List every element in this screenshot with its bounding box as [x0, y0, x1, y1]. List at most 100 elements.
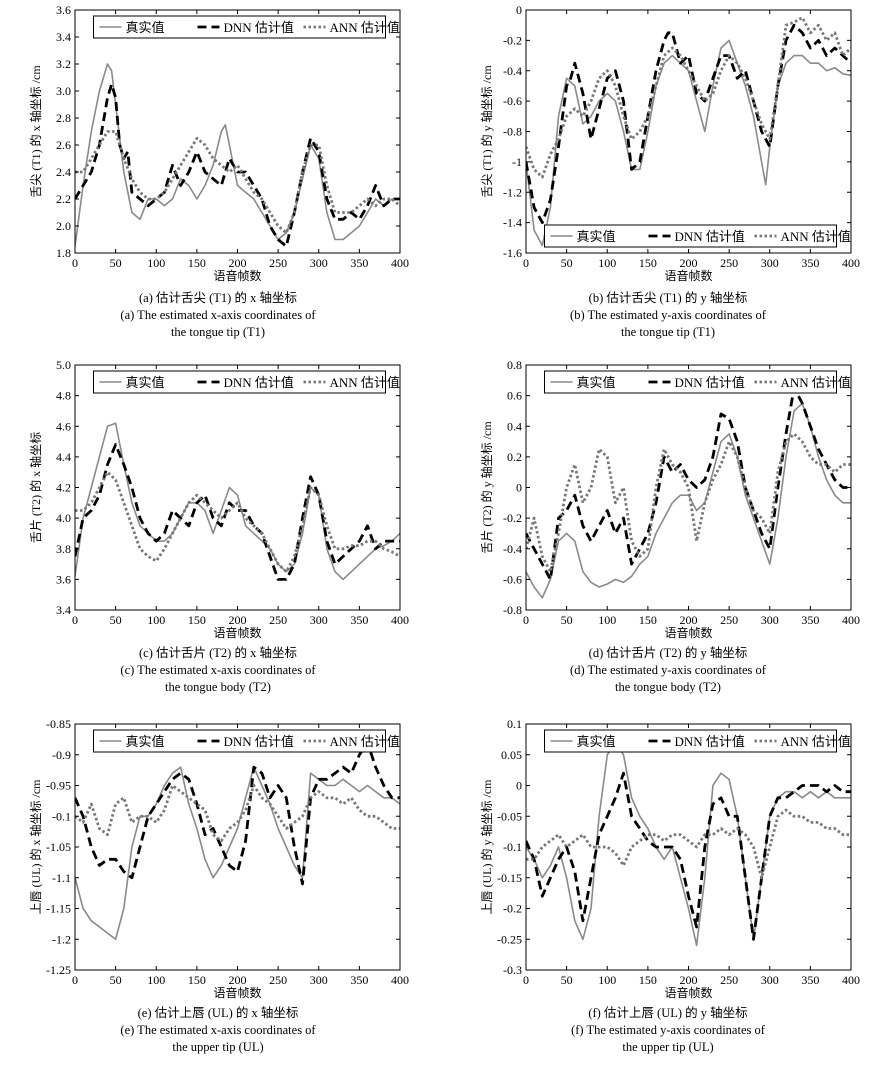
x-tick-label: 0 [72, 973, 78, 987]
y-tick-label: 4.0 [56, 511, 71, 525]
x-tick-label: 0 [523, 973, 529, 987]
series-line-true [75, 766, 400, 941]
chart-panel-a: 0 50 100 150 200 250 300 350 400 1.8 2.0 2.2 2.4 2.6 2… [28, 3, 409, 339]
x-tick-label: 150 [639, 973, 657, 987]
y-tick-label: -0.2 [503, 511, 522, 525]
legend-box [544, 729, 837, 753]
legend-label: 真实值 [126, 20, 165, 35]
legend-box [544, 224, 837, 248]
x-tick-label: 100 [147, 973, 165, 987]
y-axis-label: 舌尖 (T1) 的 y 轴坐标 /cm [479, 65, 494, 198]
y-axis-label: 上唇 (UL) 的 x 轴坐标 /cm [28, 779, 43, 915]
x-tick-label: 50 [110, 973, 122, 987]
series-line-ann [526, 16, 851, 179]
chart-panel-c: 0 50 100 150 200 250 300 350 400 3.4 3.6 3.8 4.0 4.2 4… [28, 358, 409, 694]
y-tick-label: -1.15 [46, 902, 71, 916]
x-tick-label: 150 [188, 256, 206, 270]
x-tick-label: 50 [561, 973, 573, 987]
legend-label: 真实值 [126, 375, 165, 390]
x-tick-label: 150 [188, 613, 206, 627]
y-tick-label: 0.05 [501, 748, 522, 762]
legend-label: DNN 估计值 [224, 20, 294, 35]
series-group [75, 422, 400, 581]
plot-frame [74, 723, 401, 971]
y-tick-label: 4.6 [56, 419, 71, 433]
series-line-ann [75, 130, 400, 235]
legend-label: 真实值 [577, 229, 616, 244]
series-group [526, 741, 851, 947]
x-tick-label: 350 [801, 613, 819, 627]
y-tick-label: 3.6 [56, 572, 71, 586]
y-tick-label: 3.4 [56, 30, 71, 44]
legend-box [93, 729, 386, 753]
y-tick-label: -0.3 [503, 963, 522, 977]
legend-label: DNN 估计值 [224, 734, 294, 749]
legend-label: ANN 估计值 [781, 229, 851, 244]
x-tick-label: 100 [598, 256, 616, 270]
caption-line: the upper tip (UL) [172, 1040, 263, 1054]
series-line-dnn [75, 443, 400, 581]
y-tick-label: -1.2 [503, 185, 522, 199]
y-tick-label: 0.6 [507, 389, 522, 403]
caption-line: (c) 估计舌片 (T2) 的 x 轴坐标 [139, 645, 297, 660]
plot-frame [525, 723, 852, 971]
series-group [75, 741, 400, 941]
x-tick-label: 100 [598, 613, 616, 627]
caption-line: (a) The estimated x-axis coordinates of [120, 308, 316, 322]
series-group [75, 63, 400, 248]
series-line-true [526, 741, 851, 947]
y-tick-label: 0 [516, 3, 522, 17]
x-tick-label: 50 [561, 613, 573, 627]
x-tick-label: 50 [110, 256, 122, 270]
caption-line: (d) The estimated y-axis coordinates of [570, 663, 767, 677]
plot-frame [525, 9, 852, 254]
x-tick-label: 400 [842, 973, 860, 987]
legend-label: ANN 估计值 [330, 375, 400, 390]
x-tick-label: 300 [761, 256, 779, 270]
caption-line: (b) 估计舌尖 (T1) 的 y 轴坐标 [589, 290, 748, 305]
x-axis-label: 语音帧数 [213, 268, 261, 283]
x-tick-label: 0 [523, 613, 529, 627]
y-tick-label: -0.2 [503, 902, 522, 916]
y-tick-label: -0.6 [503, 94, 522, 108]
x-tick-label: 200 [680, 256, 698, 270]
y-tick-label: -1.1 [52, 871, 71, 885]
legend: 真实值 DNN 估计值 ANN 估计值 [544, 370, 851, 394]
x-tick-label: 150 [639, 613, 657, 627]
legend-label: ANN 估计值 [330, 734, 400, 749]
legend: 真实值 DNN 估计值 ANN 估计值 [93, 15, 400, 39]
y-tick-label: -0.8 [503, 125, 522, 139]
series-line-dnn [526, 386, 851, 581]
x-tick-label: 250 [269, 613, 287, 627]
x-tick-label: 50 [561, 256, 573, 270]
x-tick-label: 350 [350, 256, 368, 270]
x-axis-label: 语音帧数 [213, 985, 261, 1000]
x-tick-label: 200 [680, 973, 698, 987]
x-tick-label: 200 [229, 613, 247, 627]
x-tick-label: 400 [842, 256, 860, 270]
y-tick-label: -0.1 [503, 840, 522, 854]
y-tick-label: -0.95 [46, 779, 71, 793]
x-tick-label: 400 [391, 613, 409, 627]
plot-frame [74, 9, 401, 254]
caption-line: (b) The estimated y-axis coordinates of [570, 308, 767, 322]
y-tick-label: -0.85 [46, 717, 71, 731]
y-tick-label: 3.4 [56, 603, 71, 617]
y-tick-label: 2.6 [56, 138, 71, 152]
series-line-dnn [75, 82, 400, 248]
y-tick-label: -0.2 [503, 33, 522, 47]
x-tick-label: 300 [310, 973, 328, 987]
plot-frame [74, 364, 401, 611]
y-tick-label: 3.2 [56, 57, 71, 71]
y-tick-label: -0.25 [497, 932, 522, 946]
x-axis-label: 语音帧数 [664, 985, 712, 1000]
x-tick-label: 300 [761, 973, 779, 987]
legend-box [93, 15, 386, 39]
legend-box [544, 370, 837, 394]
x-tick-label: 350 [350, 613, 368, 627]
caption-line: (d) 估计舌片 (T2) 的 y 轴坐标 [589, 645, 748, 660]
x-tick-label: 200 [680, 613, 698, 627]
x-tick-label: 0 [72, 256, 78, 270]
series-line-dnn [526, 23, 851, 224]
caption-line: (e) 估计上唇 (UL) 的 x 轴坐标 [138, 1005, 299, 1020]
